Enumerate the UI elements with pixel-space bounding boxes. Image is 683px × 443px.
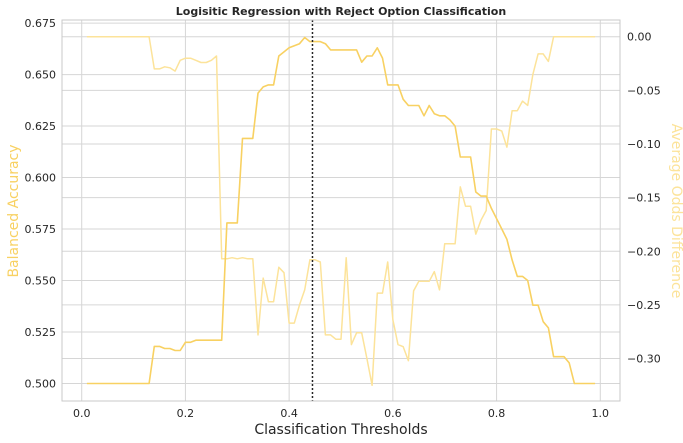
series-layer — [86, 20, 596, 401]
right-y-tick-label: −0.15 — [627, 192, 661, 205]
left-y-axis-label: Balanced Accuracy — [6, 144, 22, 277]
series-line-balanced-accuracy — [86, 36, 596, 385]
plot-frame — [61, 19, 621, 402]
plot-border — [61, 19, 621, 402]
x-tick-label: 0.2 — [177, 407, 195, 420]
x-axis-label: Classification Thresholds — [254, 422, 427, 438]
left-y-tick-label: 0.600 — [25, 172, 57, 185]
left-y-ticks: 0.500 0.525 0.550 0.575 0.600 0.625 0.650 0.675 — [25, 17, 57, 390]
series-line-average-odds-difference — [86, 35, 596, 387]
left-y-tick-label: 0.625 — [25, 120, 57, 133]
left-y-tick-label: 0.550 — [25, 275, 57, 288]
x-tick-label: 0.6 — [384, 407, 402, 420]
right-y-tick-label: −0.20 — [627, 245, 661, 258]
x-tick-label: 1.0 — [592, 407, 610, 420]
left-y-tick-label: 0.500 — [25, 377, 57, 390]
right-y-ticks: 0.00 −0.05 −0.10 −0.15 −0.20 −0.25 −0.30 — [627, 31, 661, 366]
left-y-tick-label: 0.575 — [25, 223, 57, 236]
right-y-tick-label: −0.25 — [627, 299, 661, 312]
x-tick-label: 0.0 — [73, 407, 91, 420]
right-y-tick-label: −0.05 — [627, 84, 661, 97]
left-y-tick-label: 0.525 — [25, 326, 57, 339]
chart-title: Logisitic Regression with Reject Option … — [176, 5, 506, 18]
x-tick-label: 0.4 — [280, 407, 298, 420]
right-y-tick-label: −0.10 — [627, 138, 661, 151]
right-y-tick-label: −0.30 — [627, 353, 661, 366]
x-ticks: 0.0 0.2 0.4 0.6 0.8 1.0 — [73, 407, 609, 420]
x-tick-label: 0.8 — [488, 407, 506, 420]
left-y-tick-label: 0.675 — [25, 17, 57, 30]
grid-lines — [62, 20, 620, 401]
right-y-tick-label: 0.00 — [627, 31, 652, 44]
left-y-tick-label: 0.650 — [25, 69, 57, 82]
right-y-axis-label: Average Odds Difference — [668, 124, 683, 299]
